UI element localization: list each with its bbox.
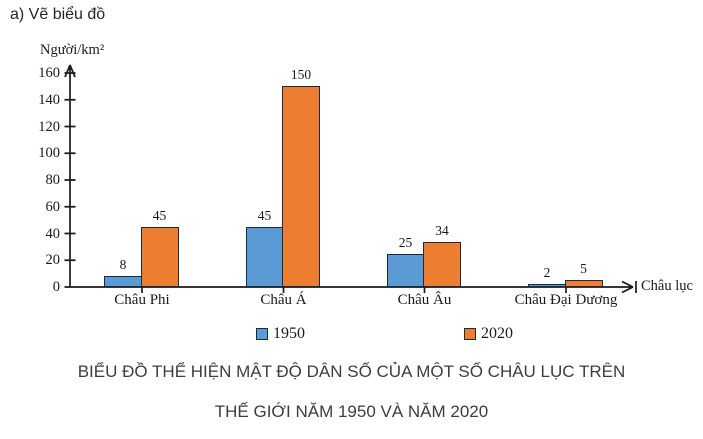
value-label-1950-1: 8 bbox=[119, 257, 127, 272]
y-tick-label: 100 bbox=[38, 145, 60, 162]
x-axis-label: Châu lục bbox=[641, 278, 693, 294]
category-label-2: Châu Á bbox=[260, 292, 307, 308]
category-label-3: Châu Âu bbox=[397, 292, 452, 308]
y-tick-label: 80 bbox=[45, 172, 61, 188]
legend-swatch-1950 bbox=[256, 328, 268, 340]
bar-1950-4 bbox=[528, 284, 566, 287]
category-label-4: Châu Đại Dương bbox=[514, 292, 618, 308]
chart-title-line-1: BIỂU ĐỒ THỂ HIỆN MẬT ĐỘ DÂN SỐ CỦA MỘT S… bbox=[77, 362, 626, 381]
y-tick-label: 160 bbox=[38, 65, 60, 81]
value-label-2020-3: 34 bbox=[435, 223, 449, 238]
value-label-2020-1: 45 bbox=[152, 208, 167, 223]
bar-1950-1 bbox=[104, 276, 142, 287]
legend-swatch-2020 bbox=[464, 328, 476, 340]
legend-item-1950: 1950 bbox=[256, 325, 305, 343]
legend-label-1950: 1950 bbox=[273, 325, 305, 342]
legend-label-2020: 2020 bbox=[481, 325, 513, 342]
bar-2020-3 bbox=[423, 242, 461, 287]
y-tick-label: 40 bbox=[45, 225, 61, 242]
value-label-1950-2: 45 bbox=[257, 208, 272, 223]
category-label-1: Châu Phi bbox=[114, 292, 170, 308]
value-label-2020-4: 5 bbox=[580, 261, 587, 276]
chart-axes bbox=[64, 64, 637, 294]
chart-title-line-2: THẾ GIỚI NĂM 1950 VÀ NĂM 2020 bbox=[214, 402, 489, 421]
bar-2020-2 bbox=[282, 86, 320, 287]
axes-path bbox=[64, 64, 637, 294]
value-label-2020-2: 150 bbox=[290, 67, 312, 82]
y-tick-label: 0 bbox=[52, 279, 60, 295]
value-label-1950-4: 2 bbox=[543, 265, 551, 280]
bar-1950-2 bbox=[245, 227, 284, 287]
y-tick-label: 120 bbox=[38, 118, 60, 135]
bar-2020-1 bbox=[140, 227, 179, 287]
y-axis-unit-label: Người/km² bbox=[40, 42, 105, 58]
bar-1950-3 bbox=[386, 254, 425, 287]
bar-2020-4 bbox=[564, 280, 603, 287]
y-tick-label: 140 bbox=[38, 91, 60, 108]
y-tick-label: 60 bbox=[45, 198, 61, 215]
value-label-1950-3: 25 bbox=[398, 235, 413, 250]
section-heading: a) Vẽ biểu đồ bbox=[10, 6, 106, 23]
legend-item-2020: 2020 bbox=[464, 325, 513, 343]
y-tick-label: 20 bbox=[45, 252, 61, 269]
